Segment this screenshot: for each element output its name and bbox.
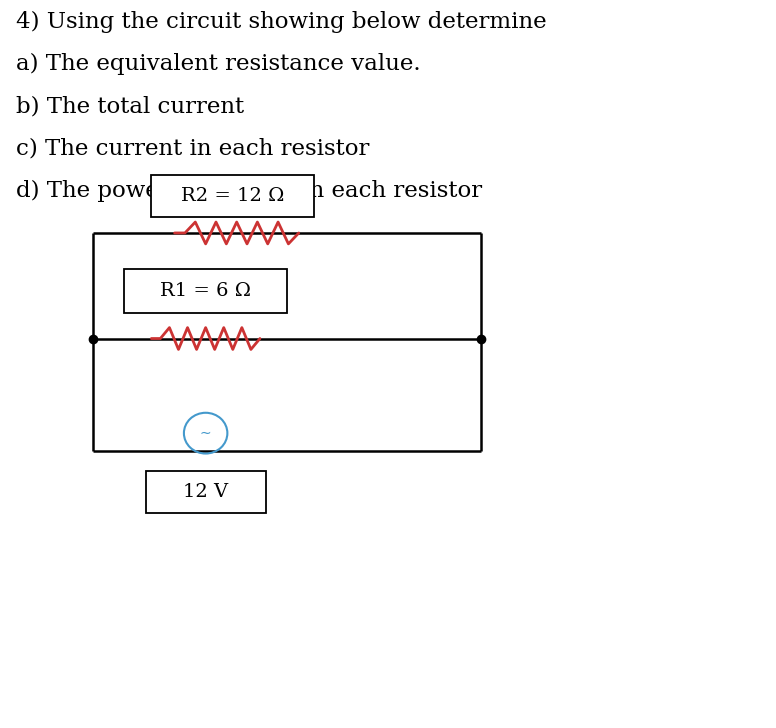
Text: c) The current in each resistor: c) The current in each resistor (16, 138, 369, 159)
Text: 4) Using the circuit showing below determine: 4) Using the circuit showing below deter… (16, 11, 546, 33)
Text: d) The power dissipated in each resistor: d) The power dissipated in each resistor (16, 180, 482, 202)
Text: R2 = 12 Ω: R2 = 12 Ω (181, 187, 285, 205)
FancyBboxPatch shape (146, 471, 265, 513)
FancyBboxPatch shape (151, 175, 314, 217)
Text: 12 V: 12 V (183, 483, 228, 501)
Text: ∼: ∼ (200, 426, 211, 440)
Text: R1 = 6 Ω: R1 = 6 Ω (160, 282, 251, 300)
FancyBboxPatch shape (124, 269, 287, 313)
Text: a) The equivalent resistance value.: a) The equivalent resistance value. (16, 53, 420, 75)
Text: b) The total current: b) The total current (16, 95, 244, 117)
